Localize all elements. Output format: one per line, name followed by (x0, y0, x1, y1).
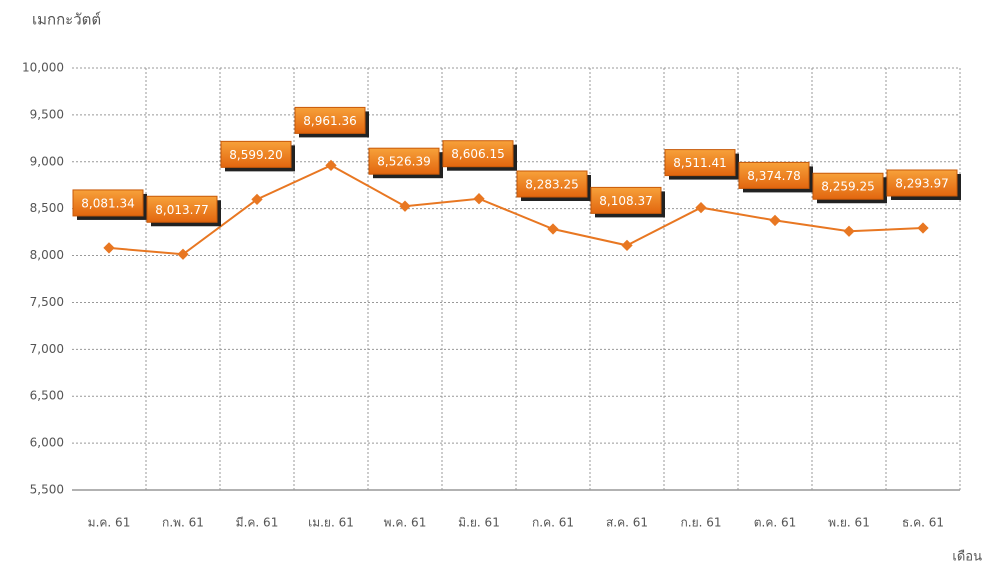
y-axis-title: เมกกะวัตต์ (32, 11, 101, 29)
label-box (738, 161, 810, 189)
point (325, 159, 337, 172)
label-box (886, 169, 958, 197)
label-box (146, 195, 218, 223)
label-box (516, 170, 588, 198)
label-box (442, 140, 514, 168)
y-tick-label: 6,000 (30, 436, 64, 450)
x-tick-label: ต.ค. 61 (754, 516, 797, 530)
label-box (72, 189, 144, 217)
y-tick-label: 5,500 (30, 483, 64, 497)
value-label: 8,081.34 (81, 196, 134, 210)
y-tick-label: 9,000 (30, 154, 64, 168)
x-tick-label: ธ.ค. 61 (902, 516, 944, 530)
point (547, 223, 559, 235)
value-label: 8,526.39 (377, 155, 430, 169)
point (695, 201, 707, 214)
x-tick-label: ม.ค. 61 (88, 516, 131, 530)
y-tick-label: 7,000 (30, 342, 64, 356)
value-label: 8,606.15 (451, 147, 504, 161)
line (108, 164, 924, 256)
point (917, 222, 929, 234)
point (769, 214, 781, 227)
point (177, 248, 189, 260)
point (251, 193, 263, 206)
point (473, 193, 485, 205)
x-axis-title: เดือน (952, 549, 982, 565)
value-label: 8,283.25 (525, 177, 578, 191)
x-tick-label: มี.ค. 61 (236, 516, 279, 530)
y-tick-label: 8,500 (30, 201, 64, 215)
x-tick-label: เม.ย. 61 (308, 516, 354, 530)
y-tick-label: 6,500 (30, 389, 64, 403)
value-label: 8,961.36 (303, 114, 356, 128)
value-label: 8,293.97 (895, 176, 948, 190)
point (399, 200, 411, 212)
value-label: 8,259.25 (821, 180, 874, 194)
x-tick-label: ก.พ. 61 (162, 516, 204, 530)
label-box (590, 186, 662, 214)
label-box (664, 149, 736, 177)
y-tick-label: 7,500 (30, 295, 64, 309)
x-tick-label: พ.ค. 61 (384, 516, 427, 530)
point (103, 242, 115, 254)
y-tick-label: 8,000 (30, 248, 64, 262)
label-box (368, 147, 440, 175)
value-label: 8,108.37 (599, 194, 652, 208)
label-box (220, 140, 292, 168)
value-label: 8,599.20 (229, 148, 282, 162)
value-label: 8,374.78 (747, 169, 800, 183)
label-box (812, 172, 884, 200)
x-tick-label: มิ.ย. 61 (458, 516, 500, 530)
value-label: 8,013.77 (155, 203, 208, 217)
x-tick-label: ส.ค. 61 (606, 516, 648, 530)
point (843, 225, 855, 237)
value-label: 8,511.41 (673, 156, 726, 170)
x-tick-label: พ.ย. 61 (828, 516, 870, 530)
y-tick-label: 9,500 (30, 107, 64, 121)
label-box (294, 106, 366, 134)
x-tick-label: ก.ค. 61 (532, 516, 574, 530)
x-tick-label: ก.ย. 61 (680, 516, 721, 530)
y-tick-label: 10,000 (22, 61, 64, 75)
point (621, 239, 633, 252)
